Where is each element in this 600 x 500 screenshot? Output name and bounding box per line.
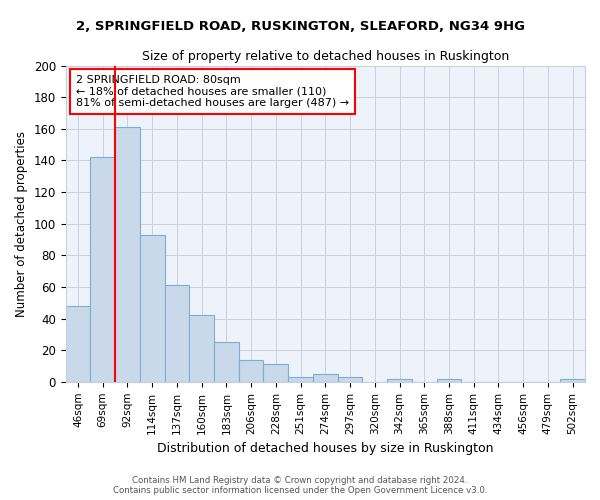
Y-axis label: Number of detached properties: Number of detached properties (15, 130, 28, 316)
Bar (560, 378, 585, 382)
Title: Size of property relative to detached houses in Ruskington: Size of property relative to detached ho… (142, 50, 509, 63)
Text: 2, SPRINGFIELD ROAD, RUSKINGTON, SLEAFORD, NG34 9HG: 2, SPRINGFIELD ROAD, RUSKINGTON, SLEAFOR… (76, 20, 524, 33)
Bar (387, 378, 412, 382)
Bar (313, 374, 338, 382)
Bar (115, 127, 140, 382)
Bar (91, 158, 115, 382)
Bar (214, 342, 239, 382)
Bar (65, 306, 91, 382)
Bar (288, 377, 313, 382)
Bar (190, 316, 214, 382)
Bar (338, 377, 362, 382)
Text: Contains HM Land Registry data © Crown copyright and database right 2024.
Contai: Contains HM Land Registry data © Crown c… (113, 476, 487, 495)
X-axis label: Distribution of detached houses by size in Ruskington: Distribution of detached houses by size … (157, 442, 494, 455)
Bar (263, 364, 288, 382)
Text: 2 SPRINGFIELD ROAD: 80sqm
← 18% of detached houses are smaller (110)
81% of semi: 2 SPRINGFIELD ROAD: 80sqm ← 18% of detac… (76, 75, 349, 108)
Bar (239, 360, 263, 382)
Bar (164, 286, 190, 382)
Bar (140, 235, 164, 382)
Bar (437, 378, 461, 382)
